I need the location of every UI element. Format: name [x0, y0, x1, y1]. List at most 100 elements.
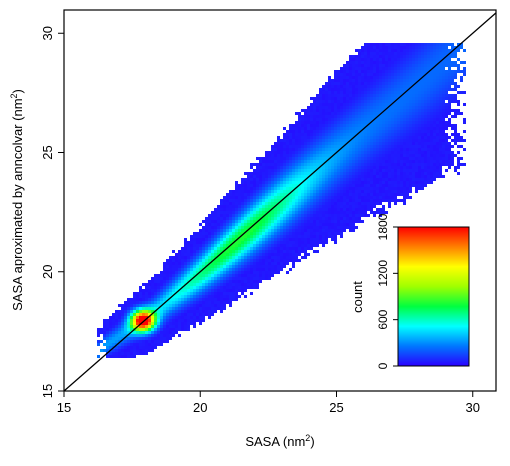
density-cell — [421, 94, 424, 97]
density-cell — [220, 289, 223, 292]
density-cell — [151, 301, 154, 304]
density-cell — [298, 169, 301, 172]
density-cell — [283, 151, 286, 154]
density-cell — [307, 109, 310, 112]
density-cell — [331, 160, 334, 163]
density-cell — [307, 157, 310, 160]
density-cell — [355, 142, 358, 145]
density-cell — [235, 226, 238, 229]
density-cell — [340, 160, 343, 163]
density-cell — [187, 283, 190, 286]
density-cell — [205, 262, 208, 265]
density-cell — [331, 166, 334, 169]
density-cell — [274, 157, 277, 160]
density-cell — [433, 97, 436, 100]
density-cell — [316, 151, 319, 154]
density-cell — [139, 316, 142, 319]
density-cell — [187, 268, 190, 271]
density-cell — [262, 235, 265, 238]
density-cell — [295, 241, 298, 244]
density-cell — [334, 109, 337, 112]
density-cell — [283, 133, 286, 136]
density-cell — [229, 262, 232, 265]
density-cell — [175, 292, 178, 295]
density-cell — [367, 82, 370, 85]
density-cell — [334, 202, 337, 205]
density-cell — [127, 322, 130, 325]
density-cell — [256, 181, 259, 184]
density-cell — [391, 109, 394, 112]
density-cell — [253, 202, 256, 205]
density-cell — [361, 196, 364, 199]
density-cell — [178, 316, 181, 319]
density-cell — [388, 70, 391, 73]
density-cell — [409, 88, 412, 91]
density-cell — [376, 139, 379, 142]
density-cell — [280, 181, 283, 184]
density-cell — [328, 145, 331, 148]
density-cell — [358, 109, 361, 112]
density-cell — [322, 205, 325, 208]
density-cell — [340, 91, 343, 94]
density-cell — [427, 64, 430, 67]
density-cell — [274, 196, 277, 199]
density-cell — [400, 73, 403, 76]
density-cell — [268, 238, 271, 241]
density-cell — [214, 292, 217, 295]
density-cell — [172, 331, 175, 334]
density-cell — [256, 166, 259, 169]
density-cell — [349, 118, 352, 121]
density-cell — [415, 46, 418, 49]
density-cell — [463, 49, 466, 52]
density-cell — [349, 115, 352, 118]
density-cell — [370, 58, 373, 61]
density-cell — [100, 328, 103, 331]
density-cell — [274, 226, 277, 229]
density-cell — [352, 229, 355, 232]
density-cell — [367, 202, 370, 205]
density-cell — [355, 67, 358, 70]
density-cell — [169, 334, 172, 337]
density-cell — [184, 313, 187, 316]
density-cell — [118, 322, 121, 325]
density-cell — [172, 295, 175, 298]
density-cell — [328, 178, 331, 181]
density-cell — [385, 187, 388, 190]
density-cell — [277, 226, 280, 229]
density-cell — [352, 112, 355, 115]
density-cell — [193, 259, 196, 262]
density-cell — [262, 277, 265, 280]
density-cell — [214, 232, 217, 235]
density-cell — [145, 286, 148, 289]
density-cell — [196, 307, 199, 310]
density-cell — [412, 49, 415, 52]
density-cell — [331, 187, 334, 190]
density-cell — [394, 181, 397, 184]
density-cell — [340, 106, 343, 109]
density-cell — [370, 49, 373, 52]
density-cell — [232, 190, 235, 193]
density-cell — [313, 154, 316, 157]
density-cell — [451, 70, 454, 73]
density-cell — [442, 88, 445, 91]
density-cell — [451, 88, 454, 91]
density-cell — [415, 103, 418, 106]
density-cell — [181, 277, 184, 280]
density-cell — [364, 88, 367, 91]
density-cell — [301, 247, 304, 250]
density-cell — [265, 163, 268, 166]
density-cell — [400, 118, 403, 121]
density-cell — [307, 199, 310, 202]
density-cell — [127, 346, 130, 349]
density-cell — [349, 124, 352, 127]
density-cell — [460, 145, 463, 148]
density-cell — [295, 181, 298, 184]
density-cell — [394, 145, 397, 148]
density-cell — [199, 274, 202, 277]
density-cell — [403, 85, 406, 88]
density-cell — [418, 157, 421, 160]
density-cell — [166, 292, 169, 295]
density-cell — [355, 193, 358, 196]
density-cell — [178, 313, 181, 316]
density-cell — [412, 115, 415, 118]
